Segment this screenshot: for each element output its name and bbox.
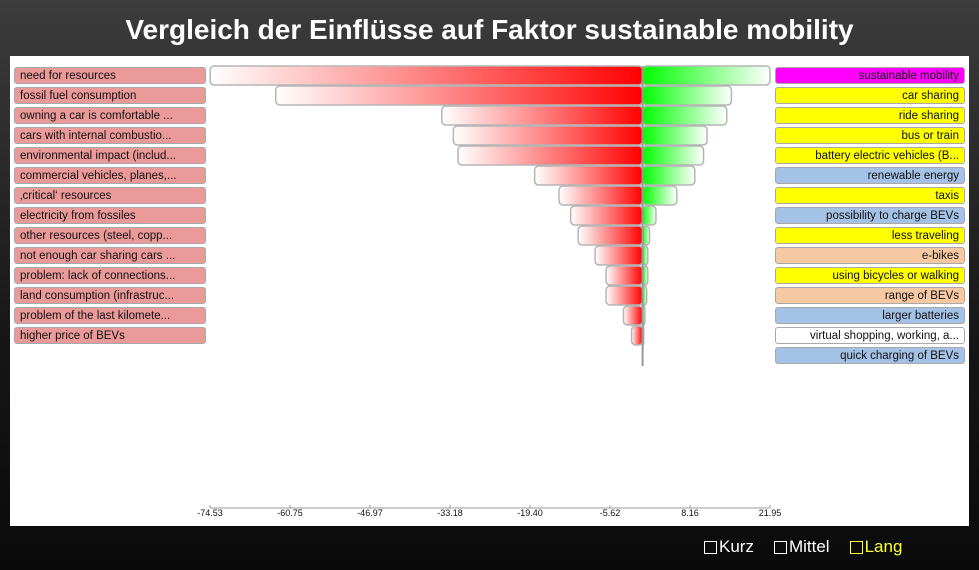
- positive-label[interactable]: car sharing: [775, 87, 965, 104]
- positive-bar: [641, 165, 696, 186]
- legend-option-label: Lang: [864, 537, 903, 556]
- positive-label[interactable]: e-bikes: [775, 247, 965, 264]
- positive-label[interactable]: ride sharing: [775, 107, 965, 124]
- positive-bar: [641, 125, 708, 146]
- checkbox-icon[interactable]: [849, 540, 863, 554]
- positive-label[interactable]: virtual shopping, working, a...: [775, 327, 965, 344]
- negative-label[interactable]: problem: lack of connections...: [14, 267, 206, 284]
- negative-bar: [457, 145, 644, 166]
- negative-label[interactable]: ‚critical‘ resources: [14, 187, 206, 204]
- x-tick-label: -5.62: [600, 508, 621, 518]
- legend-option-kurz[interactable]: Kurz: [704, 537, 754, 557]
- positive-label[interactable]: taxis: [775, 187, 965, 204]
- positive-bar: [641, 65, 771, 86]
- negative-label[interactable]: need for resources: [14, 67, 206, 84]
- negative-bar: [605, 285, 644, 306]
- negative-bars: [209, 65, 644, 346]
- positive-label[interactable]: quick charging of BEVs: [775, 347, 965, 364]
- negative-label[interactable]: electricity from fossiles: [14, 207, 206, 224]
- positive-bar: [641, 205, 657, 226]
- negative-bar: [569, 205, 644, 226]
- positive-label[interactable]: renewable energy: [775, 167, 965, 184]
- positive-label[interactable]: battery electric vehicles (B...: [775, 147, 965, 164]
- positive-bar: [641, 225, 651, 246]
- negative-bar: [630, 325, 644, 346]
- negative-bar: [622, 305, 644, 326]
- x-tick-label: 8.16: [681, 508, 699, 518]
- positive-label[interactable]: range of BEVs: [775, 287, 965, 304]
- negative-label[interactable]: land consumption (infrastruc...: [14, 287, 206, 304]
- legend-option-label: Kurz: [719, 537, 754, 556]
- negative-label[interactable]: environmental impact (includ...: [14, 147, 206, 164]
- checkbox-icon[interactable]: [773, 540, 787, 554]
- x-tick-label: -33.18: [437, 508, 463, 518]
- positive-bar: [641, 85, 733, 106]
- negative-label[interactable]: owning a car is comfortable ...: [14, 107, 206, 124]
- positive-bar: [641, 145, 705, 166]
- negative-label[interactable]: cars with internal combustio...: [14, 127, 206, 144]
- x-tick-label: 21.95: [759, 508, 782, 518]
- negative-bar: [275, 85, 644, 106]
- positive-label[interactable]: using bicycles or walking: [775, 267, 965, 284]
- checkbox-icon[interactable]: [704, 540, 717, 554]
- legend-option-label: Mittel: [788, 537, 830, 556]
- negative-label[interactable]: other resources (steel, copp...: [14, 227, 206, 244]
- chart-panel: -74.53 -60.75 -46.97 -33.18 -19.40 -5.62 8.16 2…: [10, 56, 969, 526]
- positive-bar: [641, 185, 678, 206]
- negative-label[interactable]: higher price of BEVs: [14, 327, 206, 344]
- negative-bar: [209, 65, 644, 86]
- x-tick-label: -74.53: [197, 508, 223, 518]
- positive-label[interactable]: larger batteries: [775, 307, 965, 324]
- negative-bar: [533, 165, 644, 186]
- positive-bars: [641, 65, 771, 346]
- legend-option-mittel[interactable]: Mittel: [773, 537, 830, 557]
- positive-label[interactable]: sustainable mobility: [775, 67, 965, 84]
- chart-title: Vergleich der Einflüsse auf Faktor susta…: [125, 14, 854, 45]
- negative-label[interactable]: fossil fuel consumption: [14, 87, 206, 104]
- positive-bar: [641, 105, 728, 126]
- negative-bar: [558, 185, 644, 206]
- x-tick-label: -46.97: [357, 508, 383, 518]
- negative-label[interactable]: commercial vehicles, planes,...: [14, 167, 206, 184]
- positive-label[interactable]: bus or train: [775, 127, 965, 144]
- negative-bar: [594, 245, 644, 266]
- negative-bar: [577, 225, 644, 246]
- positive-label[interactable]: possibility to charge BEVs: [775, 207, 965, 224]
- chart-svg: -74.53 -60.75 -46.97 -33.18 -19.40 -5.62 8.16 2…: [197, 65, 781, 518]
- x-tick-label: -19.40: [517, 508, 543, 518]
- negative-label[interactable]: not enough car sharing cars ...: [14, 247, 206, 264]
- legend-option-lang[interactable]: Lang: [849, 537, 903, 557]
- x-tick-label: -60.75: [277, 508, 303, 518]
- term-legend: Kurz Mittel Lang: [704, 537, 922, 557]
- negative-bar: [605, 265, 644, 286]
- x-axis: -74.53 -60.75 -46.97 -33.18 -19.40 -5.62 8.16 2…: [197, 66, 781, 518]
- negative-bar: [441, 105, 644, 126]
- positive-label[interactable]: less traveling: [775, 227, 965, 244]
- negative-label[interactable]: problem of the last kilomete...: [14, 307, 206, 324]
- negative-bar: [452, 125, 644, 146]
